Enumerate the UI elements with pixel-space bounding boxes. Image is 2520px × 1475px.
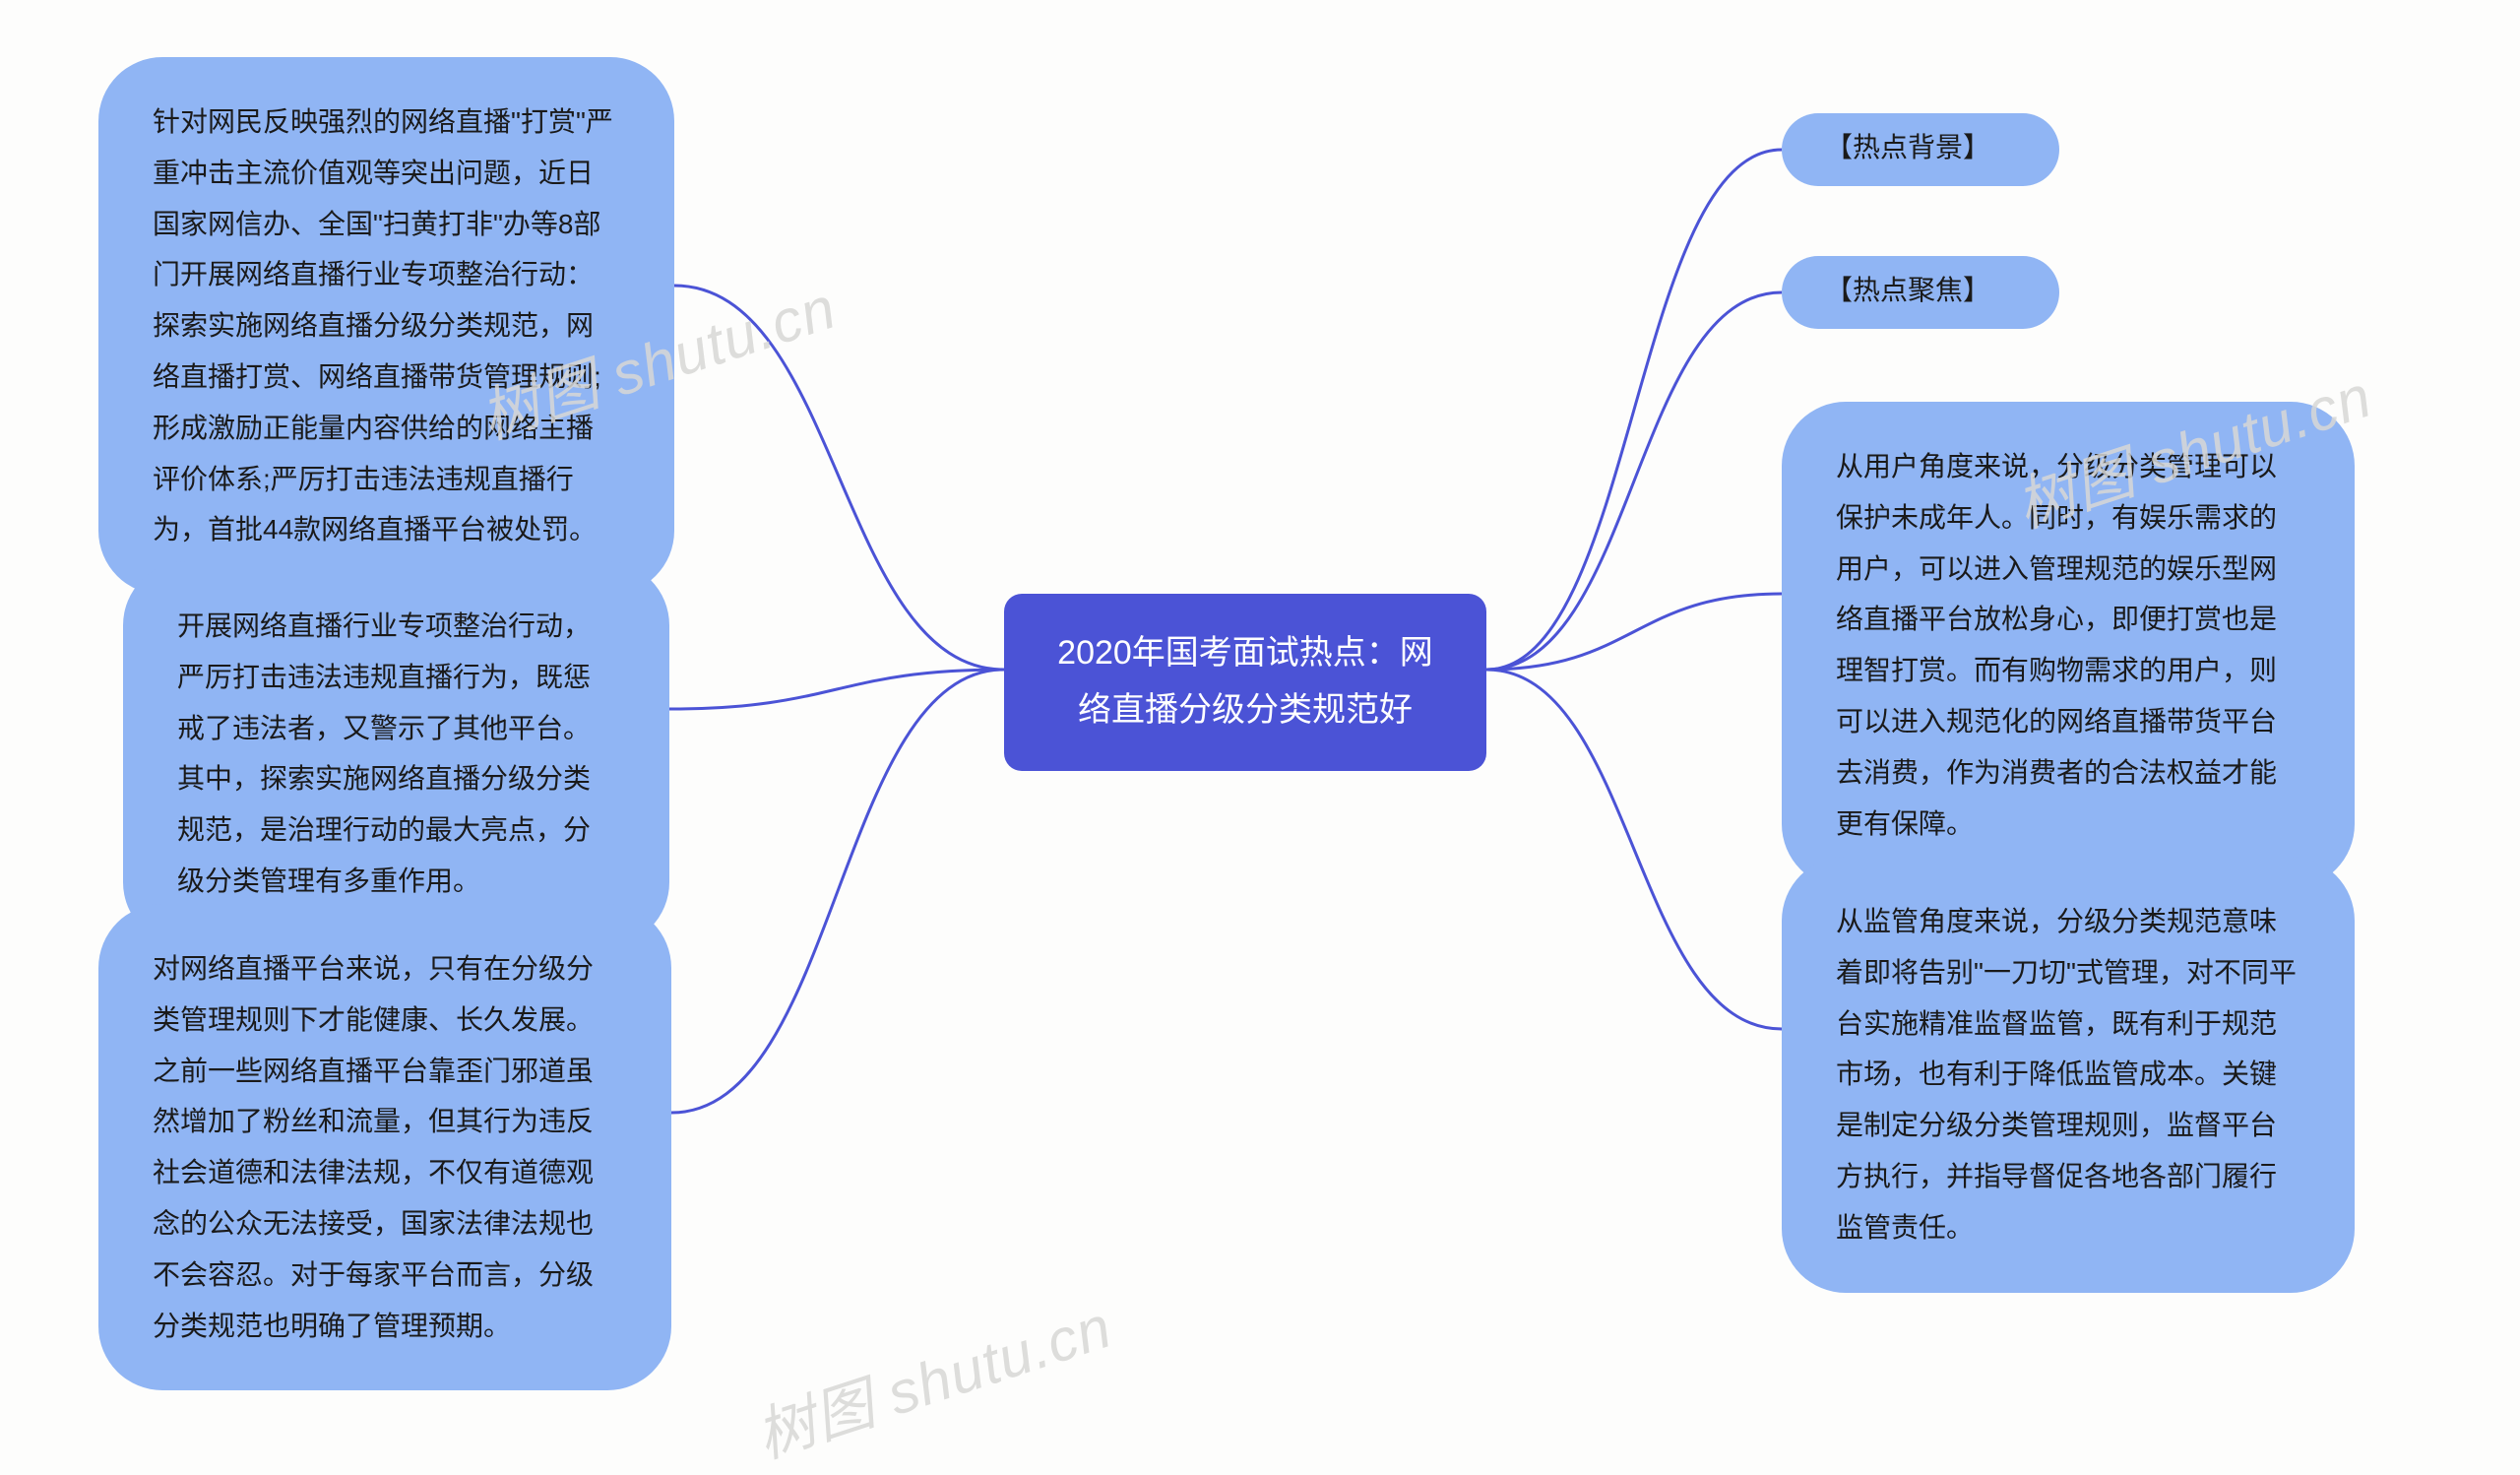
connector <box>671 670 1004 1113</box>
connector <box>669 670 1004 709</box>
connector <box>1486 292 1782 670</box>
connector <box>674 286 1004 670</box>
left-node-2[interactable]: 开展网络直播行业专项整治行动，严厉打击违法违规直播行为，既惩戒了违法者，又警示了… <box>123 561 669 946</box>
watermark: 树图 shutu.cn <box>744 1279 1121 1474</box>
right-node-2[interactable]: 从监管角度来说，分级分类规范意味着即将告别"一刀切"式管理，对不同平台实施精准监… <box>1782 857 2355 1293</box>
connector <box>1486 670 1782 1029</box>
right-pill-1[interactable]: 【热点背景】 <box>1782 113 2059 186</box>
connector <box>1486 594 1782 670</box>
mindmap-canvas: 2020年国考面试热点：网络直播分级分类规范好 针对网民反映强烈的网络直播"打赏… <box>0 0 2520 1340</box>
left-node-1[interactable]: 针对网民反映强烈的网络直播"打赏"严重冲击主流价值观等突出问题，近日国家网信办、… <box>98 57 674 595</box>
connector <box>1486 150 1782 670</box>
right-node-1[interactable]: 从用户角度来说，分级分类管理可以保护未成年人。同时，有娱乐需求的用户，可以进入管… <box>1782 402 2355 888</box>
center-node[interactable]: 2020年国考面试热点：网络直播分级分类规范好 <box>1004 594 1486 771</box>
left-node-3[interactable]: 对网络直播平台来说，只有在分级分类管理规则下才能健康、长久发展。之前一些网络直播… <box>98 904 671 1390</box>
right-pill-2[interactable]: 【热点聚焦】 <box>1782 256 2059 329</box>
